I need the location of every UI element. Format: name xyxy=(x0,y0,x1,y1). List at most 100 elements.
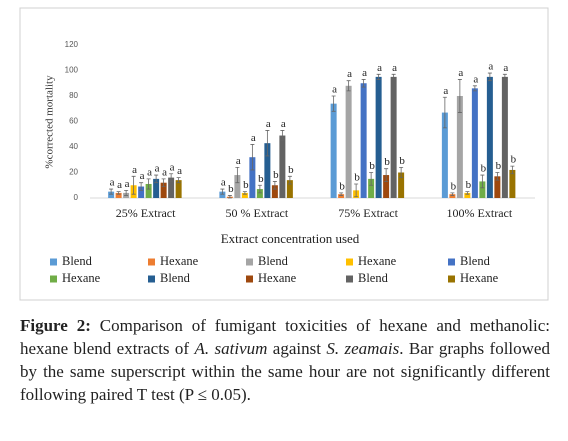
significance-letter: b xyxy=(466,179,472,191)
error-bar xyxy=(250,144,255,171)
caption-text: Comparison of fumigant toxicities of hex… xyxy=(20,316,551,358)
bar xyxy=(330,103,337,198)
legend-swatch xyxy=(50,258,57,266)
bar xyxy=(398,172,405,198)
significance-letter: a xyxy=(443,85,448,97)
bar xyxy=(368,178,375,198)
y-axis-title: %corrected mortality xyxy=(44,75,56,169)
legend-swatch xyxy=(246,275,253,283)
error-bar xyxy=(510,165,515,175)
error-bar xyxy=(472,85,477,92)
error-bar xyxy=(384,168,389,182)
significance-letter: b xyxy=(258,173,264,185)
error-bar xyxy=(339,192,344,196)
error-bar xyxy=(480,174,485,189)
significance-letter: a xyxy=(473,73,478,85)
significance-letter: a xyxy=(503,62,508,74)
legend-swatch xyxy=(346,275,353,283)
y-tick-label: 0 xyxy=(74,193,79,202)
legend-label: Hexane xyxy=(62,271,101,285)
significance-letter: a xyxy=(251,132,256,144)
legend-label: Blend xyxy=(258,254,289,268)
error-bar xyxy=(487,72,492,82)
significance-letter: a xyxy=(155,163,160,175)
legend-label: Hexane xyxy=(460,271,499,285)
bar xyxy=(360,83,367,198)
bar xyxy=(264,143,271,198)
bar xyxy=(383,175,390,198)
error-bar xyxy=(391,73,396,80)
caption-text: against xyxy=(272,339,321,358)
error-bar xyxy=(227,195,232,199)
caption-label: Figure 2: xyxy=(20,316,91,335)
y-tick-label: 80 xyxy=(69,91,78,100)
bar xyxy=(115,192,122,198)
x-tick-label: 50 % Extract xyxy=(226,206,289,220)
significance-letter: b xyxy=(481,163,487,175)
bar xyxy=(375,76,382,198)
significance-letter: b xyxy=(451,180,457,192)
legend-label: Hexane xyxy=(258,271,297,285)
error-bar xyxy=(376,73,381,80)
bar xyxy=(160,182,167,198)
legend-label: Hexane xyxy=(358,254,397,268)
error-bar xyxy=(146,178,151,190)
significance-letter: b xyxy=(399,155,405,167)
error-bar xyxy=(257,184,262,194)
bar xyxy=(241,192,248,198)
legend-swatch xyxy=(448,258,455,266)
error-bar xyxy=(139,182,144,191)
error-bar xyxy=(220,188,225,195)
legend-swatch xyxy=(448,275,455,283)
significance-letter: b xyxy=(384,156,390,168)
caption: Figure 2: Comparison of fumigant toxicit… xyxy=(20,314,550,406)
legend-label: Blend xyxy=(460,254,491,268)
error-bar xyxy=(169,173,174,182)
bar xyxy=(153,178,160,198)
significance-letter: a xyxy=(110,177,115,189)
error-bar xyxy=(116,191,121,195)
bar xyxy=(479,181,486,198)
bar xyxy=(464,192,471,198)
bar xyxy=(219,191,226,198)
significance-letter: a xyxy=(236,155,241,167)
error-bar xyxy=(161,178,166,187)
significance-letter: b xyxy=(511,154,517,166)
error-bar xyxy=(495,172,500,181)
bar xyxy=(345,85,352,198)
error-bar xyxy=(176,177,181,184)
bar xyxy=(234,175,241,198)
error-bar xyxy=(235,167,240,184)
significance-letter: a xyxy=(170,161,175,173)
significance-letter: a xyxy=(162,166,167,178)
bar xyxy=(509,169,516,198)
bar xyxy=(486,76,493,198)
error-bar xyxy=(361,79,366,88)
significance-letter: a xyxy=(177,165,182,177)
significance-letter: a xyxy=(140,170,145,182)
significance-letter: b xyxy=(339,180,345,192)
caption-species: S. zeamais xyxy=(326,339,400,358)
bar xyxy=(108,191,115,198)
legend-label: Blend xyxy=(160,271,191,285)
error-bar xyxy=(369,172,374,186)
legend-swatch xyxy=(148,258,155,266)
error-bar xyxy=(124,189,129,196)
significance-letter: a xyxy=(362,67,367,79)
y-tick-label: 60 xyxy=(69,117,78,126)
error-bar xyxy=(242,191,247,195)
significance-letter: a xyxy=(488,61,493,73)
significance-letter: a xyxy=(117,179,122,191)
bar xyxy=(249,157,256,198)
bar xyxy=(494,176,501,198)
x-tick-label: 75% Extract xyxy=(338,206,398,220)
caption-species: A. sativum xyxy=(194,339,268,358)
significance-letter: a xyxy=(458,67,463,79)
legend-swatch xyxy=(148,275,155,283)
legend-label: Hexane xyxy=(160,254,199,268)
significance-letter: b xyxy=(243,179,249,191)
significance-letter: a xyxy=(347,68,352,80)
bar xyxy=(449,194,456,198)
caption-text: . Bar graphs followed by the same supers… xyxy=(20,339,550,404)
